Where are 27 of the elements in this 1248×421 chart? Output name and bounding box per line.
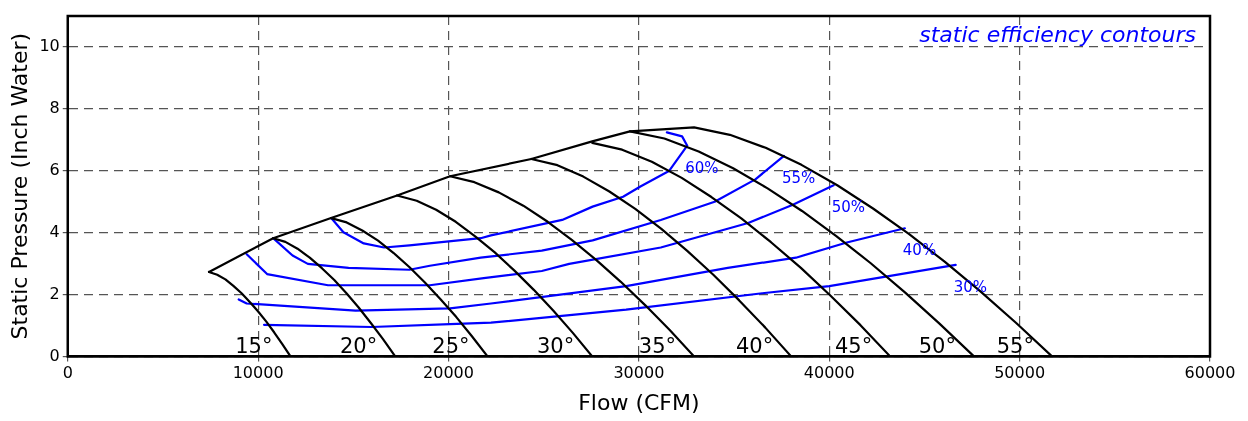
y-tick-label: 10 — [39, 36, 60, 56]
x-tick-label: 50000 — [994, 363, 1046, 383]
series-label: 35° — [638, 334, 677, 359]
series-label: 40° — [735, 334, 774, 359]
y-tick-label: 6 — [49, 159, 60, 179]
x-tick-label: 0 — [62, 363, 73, 383]
series-label: 15° — [235, 334, 273, 359]
y-tick-label: 0 — [49, 345, 60, 365]
x-tick-label: 60000 — [1184, 363, 1236, 383]
series-label: 50% — [831, 198, 865, 217]
y-tick-label: 4 — [49, 221, 60, 241]
series-label: 25° — [432, 334, 470, 359]
series-label: 20° — [339, 334, 378, 359]
series-label: 30° — [537, 334, 575, 359]
x-tick-label: 30000 — [613, 363, 665, 383]
x-tick-label: 40000 — [803, 363, 855, 383]
x-axis-title: Flow (CFM) — [578, 389, 700, 415]
series-label: 55% — [781, 168, 816, 187]
series-label: 50° — [918, 334, 956, 359]
x-tick-label: 20000 — [423, 363, 474, 383]
series-label: 45° — [834, 334, 873, 359]
series-label: 55° — [996, 334, 1034, 359]
x-tick-label: 10000 — [232, 363, 284, 383]
y-axis-title: Static Pressure (Inch Water) — [6, 32, 32, 340]
y-tick-label: 8 — [49, 97, 60, 117]
y-tick-label: 2 — [49, 283, 60, 303]
annotation: static efficiency contours — [919, 21, 1196, 47]
